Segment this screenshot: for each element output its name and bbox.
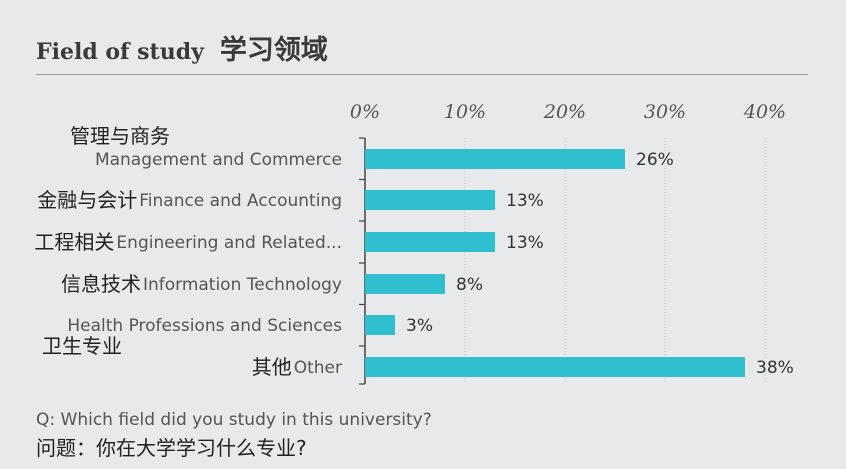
category-label-en: Health Professions and Sciences	[67, 316, 342, 336]
category-label-en: Other	[294, 358, 342, 378]
bar	[365, 274, 445, 294]
value-label: 13%	[506, 191, 544, 211]
category-label-zh: 卫生专业	[42, 334, 122, 358]
bar	[365, 232, 495, 252]
category-label-en: Engineering and Related...	[116, 233, 342, 253]
value-label: 38%	[756, 358, 794, 378]
bar	[365, 190, 495, 210]
bar	[365, 315, 395, 335]
value-label: 13%	[506, 233, 544, 253]
x-tick-label: 0%	[350, 101, 380, 123]
category-label-en: Finance and Accounting	[139, 191, 342, 211]
category-label-en: Information Technology	[143, 275, 342, 295]
value-label: 3%	[406, 316, 433, 336]
chart-title: Field of study 学习领域	[36, 28, 328, 67]
chart-title-zh: 学习领域	[219, 35, 328, 66]
category-label-zh: 其他	[252, 355, 292, 379]
bar	[365, 149, 625, 169]
category-label-en: Management and Commerce	[95, 150, 342, 170]
x-tick-label: 30%	[644, 101, 686, 123]
title-divider	[36, 74, 808, 75]
question-zh: 问题：你在大学学习什么专业?	[36, 436, 307, 460]
x-tick-label: 20%	[543, 101, 586, 123]
x-tick-label: 40%	[743, 101, 786, 123]
category-label-zh: 信息技术	[61, 272, 141, 296]
question-en: Q: Which field did you study in this uni…	[36, 410, 432, 430]
category-label-zh: 工程相关	[34, 230, 114, 254]
category-label-zh: 金融与会计	[37, 188, 137, 212]
x-tick-label: 10%	[444, 101, 486, 123]
bar	[365, 357, 745, 377]
chart-title-en: Field of study	[36, 39, 204, 65]
category-label-zh: 管理与商务	[70, 124, 170, 148]
value-label: 26%	[636, 150, 674, 170]
value-label: 8%	[456, 275, 483, 295]
